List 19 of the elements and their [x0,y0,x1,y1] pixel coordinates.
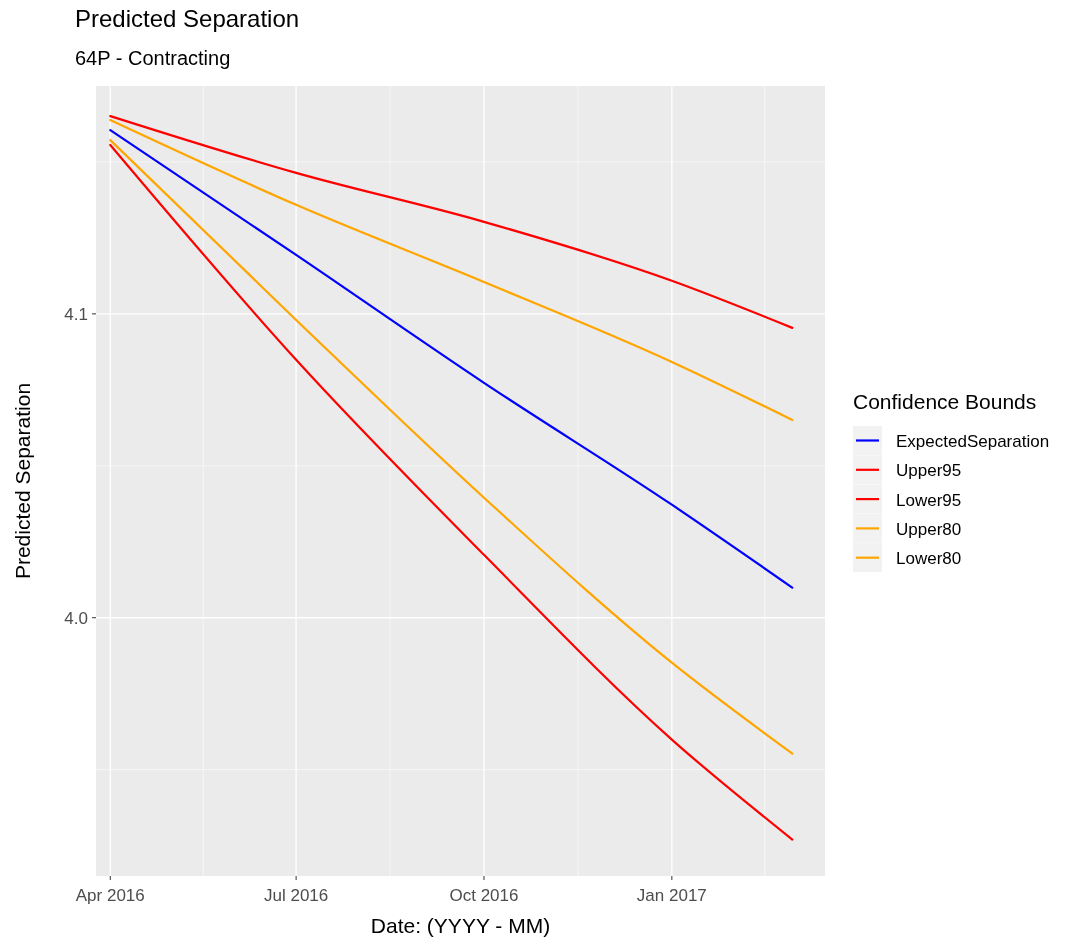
x-tick-label: Jan 2017 [636,886,707,905]
x-tick-label: Jul 2016 [263,886,329,905]
legend-label: Lower95 [896,490,962,510]
legend-title: Confidence Bounds [853,390,1037,413]
legend-label: Upper95 [896,461,962,481]
legend-label: Upper80 [896,519,962,539]
y-tick-label: 4.1 [64,304,88,324]
chart-title: Predicted Separation [75,5,300,32]
legend-label: Lower80 [896,549,962,569]
x-tick-label: Apr 2016 [75,886,145,905]
line-series [109,128,794,589]
y-tick-label: 4.0 [64,608,88,628]
x-tick-label: Oct 2016 [449,886,519,905]
line-series [109,114,794,329]
line-series [109,118,794,422]
x-axis-title: Date: (YYYY - MM) [370,914,551,937]
legend-label: ExpectedSeparation [896,432,1050,451]
chart-subtitle: 64P - Contracting [75,47,231,69]
y-axis-title: Predicted Separation [11,382,34,580]
